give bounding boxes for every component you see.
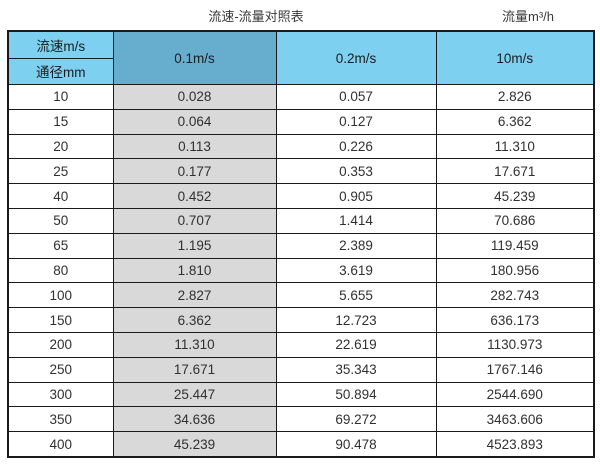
flow-value-cell: 90.478 [275, 431, 437, 458]
flow-value-cell: 0.057 [275, 84, 437, 110]
header-row-top: 流速m/s 0.1m/s 0.2m/s 10m/s [7, 30, 595, 85]
flow-value-cell: 282.743 [435, 282, 595, 309]
table-row: 20 0.113 0.226 11.310 [7, 133, 595, 160]
flow-value-cell: 34.636 [112, 406, 277, 433]
table-row: 40 0.452 0.905 45.239 [7, 183, 595, 209]
diameter-cell: 200 [7, 331, 114, 358]
diameter-cell: 50 [7, 207, 114, 234]
flow-value-cell: 17.671 [112, 356, 277, 383]
flow-value-cell: 1767.146 [435, 356, 595, 383]
table-row: 80 1.810 3.619 180.956 [7, 257, 595, 284]
flow-value-cell: 3.619 [275, 257, 437, 284]
flow-value-cell: 11.310 [435, 133, 595, 160]
title-bar: 流速-流量对照表 流量m³/h [0, 0, 600, 30]
header-velocity: 流速m/s [7, 30, 114, 59]
flow-value-cell: 12.723 [275, 307, 437, 333]
flow-value-cell: 0.113 [112, 133, 277, 160]
flow-value-cell: 0.452 [112, 183, 277, 209]
diameter-cell: 20 [7, 133, 114, 160]
flow-value-cell: 45.239 [435, 183, 595, 209]
flow-value-cell: 0.353 [275, 158, 437, 185]
flow-value-cell: 3463.606 [435, 406, 595, 433]
table-title: 流速-流量对照表 [208, 9, 304, 24]
table-row: 300 25.447 50.894 2544.690 [7, 381, 595, 408]
flow-value-cell: 5.655 [275, 282, 437, 309]
flow-value-cell: 1.414 [275, 207, 437, 234]
flow-value-cell: 4523.893 [435, 431, 595, 458]
flow-value-cell: 17.671 [435, 158, 595, 185]
table-row: 15 0.064 0.127 6.362 [7, 108, 595, 135]
table-body: 10 0.028 0.057 2.826 15 0.064 0.127 6.362 20 0.11… [7, 84, 595, 458]
flow-value-cell: 1.195 [112, 232, 277, 259]
flow-value-cell: 22.619 [275, 331, 437, 358]
diameter-cell: 25 [7, 158, 114, 185]
diameter-cell: 250 [7, 356, 114, 383]
flow-value-cell: 0.028 [112, 84, 277, 110]
table-row: 150 6.362 12.723 636.173 [7, 307, 595, 333]
header-col-0-1ms: 0.1m/s [112, 30, 277, 85]
flow-value-cell: 0.905 [275, 183, 437, 209]
flow-value-cell: 70.686 [435, 207, 595, 234]
diameter-cell: 10 [7, 84, 114, 110]
flow-value-cell: 0.707 [112, 207, 277, 234]
table-row: 25 0.177 0.353 17.671 [7, 158, 595, 185]
flow-value-cell: 636.173 [435, 307, 595, 333]
flow-value-cell: 1.810 [112, 257, 277, 284]
flow-value-cell: 69.272 [275, 406, 437, 433]
table-row: 250 17.671 35.343 1767.146 [7, 356, 595, 383]
flow-value-cell: 2.827 [112, 282, 277, 309]
header-col-0-2ms: 0.2m/s [275, 30, 437, 85]
flow-value-cell: 6.362 [112, 307, 277, 333]
table-row: 350 34.636 69.272 3463.606 [7, 406, 595, 433]
flow-value-cell: 0.127 [275, 108, 437, 135]
diameter-cell: 150 [7, 307, 114, 333]
flow-value-cell: 6.362 [435, 108, 595, 135]
flow-value-cell: 119.459 [435, 232, 595, 259]
diameter-cell: 350 [7, 406, 114, 433]
table-row: 200 11.310 22.619 1130.973 [7, 331, 595, 358]
header-col-10ms: 10m/s [435, 30, 595, 85]
velocity-flow-table: 流速m/s 0.1m/s 0.2m/s 10m/s 通径mm 10 0.028 0.… [7, 30, 595, 458]
flow-value-cell: 2544.690 [435, 381, 595, 408]
header-diameter: 通径mm [7, 57, 114, 85]
table-row: 400 45.239 90.478 4523.893 [7, 431, 595, 458]
flow-value-cell: 11.310 [112, 331, 277, 358]
flow-value-cell: 0.064 [112, 108, 277, 135]
flow-value-cell: 45.239 [112, 431, 277, 458]
flow-value-cell: 0.177 [112, 158, 277, 185]
flow-value-cell: 25.447 [112, 381, 277, 408]
flow-value-cell: 50.894 [275, 381, 437, 408]
table-row: 65 1.195 2.389 119.459 [7, 232, 595, 259]
flow-value-cell: 1130.973 [435, 331, 595, 358]
header-row-bottom: 通径mm [7, 57, 594, 85]
diameter-cell: 400 [7, 431, 114, 458]
diameter-cell: 300 [7, 381, 114, 408]
flow-value-cell: 2.826 [435, 84, 595, 110]
flow-value-cell: 35.343 [275, 356, 437, 383]
flow-value-cell: 0.226 [275, 133, 437, 160]
table-row: 100 2.827 5.655 282.743 [7, 282, 595, 309]
table-header: 流速m/s 0.1m/s 0.2m/s 10m/s 通径mm [7, 30, 595, 85]
diameter-cell: 15 [7, 108, 114, 135]
flow-unit-label: 流量m³/h [501, 9, 555, 24]
table-row: 50 0.707 1.414 70.686 [7, 207, 595, 234]
diameter-cell: 40 [7, 183, 114, 209]
table-row: 10 0.028 0.057 2.826 [7, 84, 595, 110]
diameter-cell: 65 [7, 232, 114, 259]
flow-value-cell: 2.389 [275, 232, 437, 259]
diameter-cell: 100 [7, 282, 114, 309]
diameter-cell: 80 [7, 257, 114, 284]
flow-value-cell: 180.956 [435, 257, 595, 284]
